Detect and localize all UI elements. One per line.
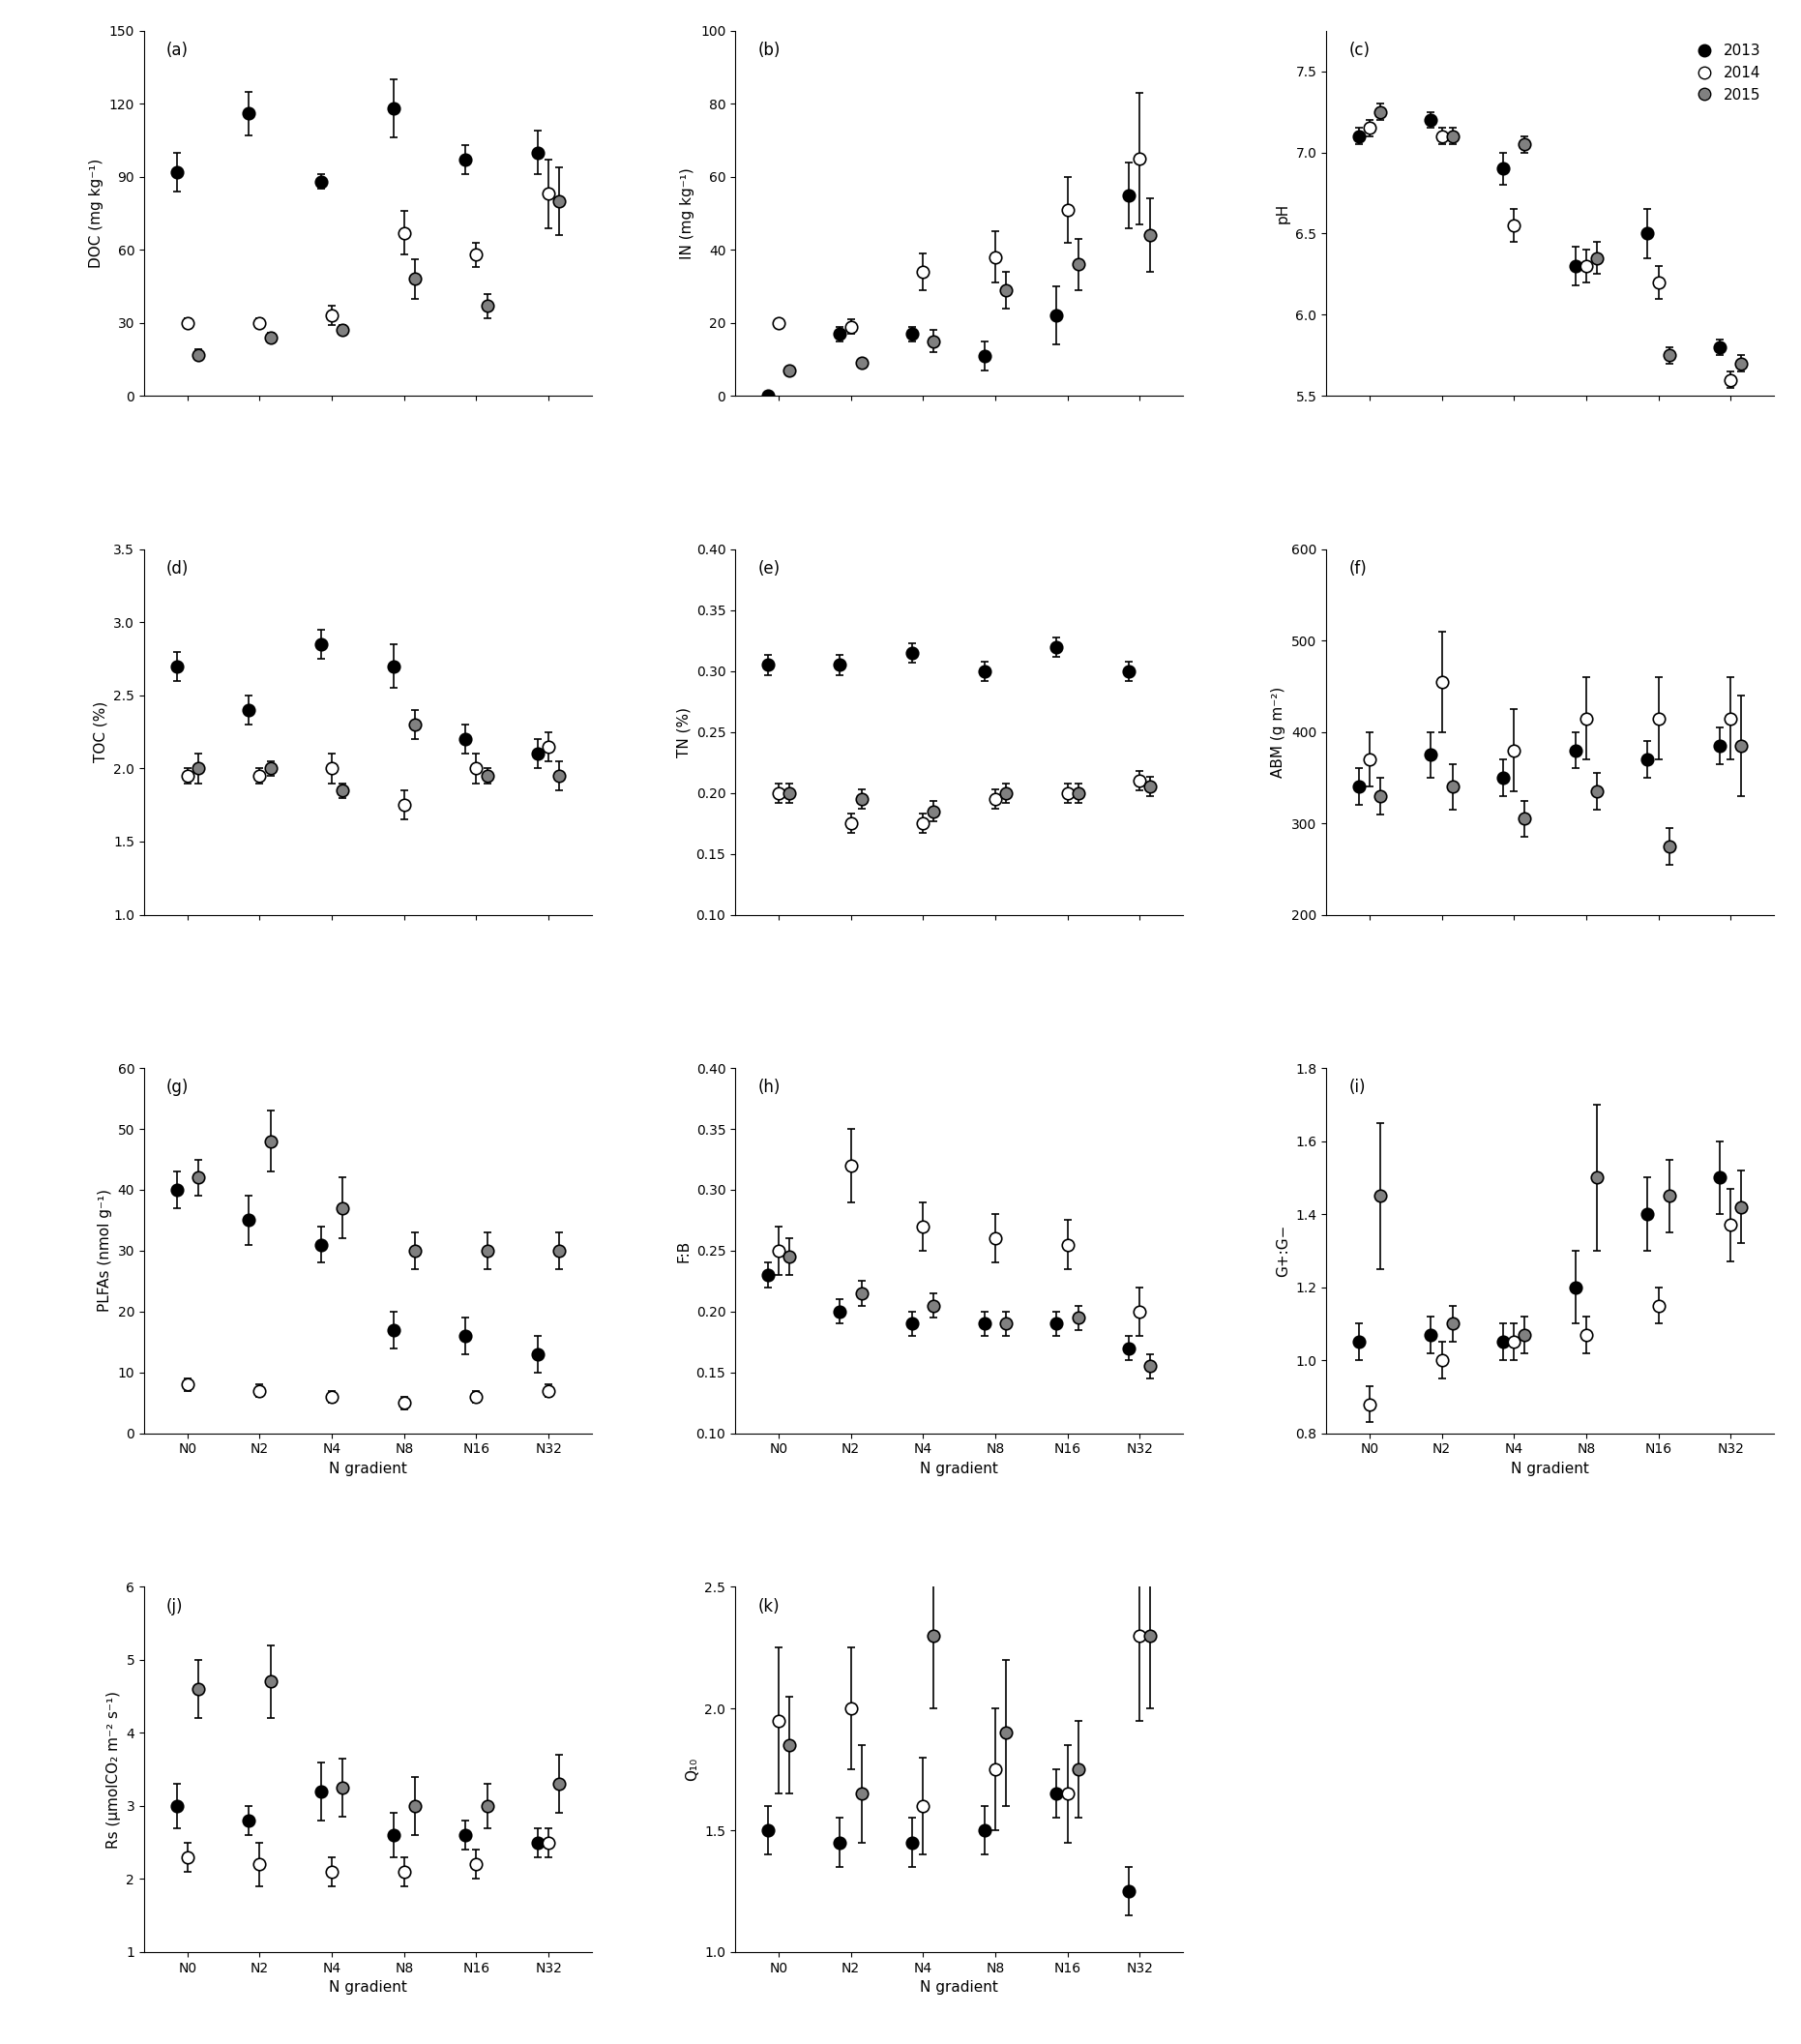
Y-axis label: Q₁₀: Q₁₀ [684, 1758, 699, 1780]
Y-axis label: IN (mg kg⁻¹): IN (mg kg⁻¹) [681, 168, 695, 260]
Text: (d): (d) [166, 560, 189, 578]
Y-axis label: F:B: F:B [675, 1239, 690, 1261]
Y-axis label: TOC (%): TOC (%) [94, 701, 108, 762]
Y-axis label: pH: pH [1275, 202, 1290, 223]
X-axis label: N gradient: N gradient [330, 1981, 407, 1995]
Y-axis label: PLFAs (nmol g⁻¹): PLFAs (nmol g⁻¹) [97, 1190, 112, 1312]
Text: (e): (e) [758, 560, 780, 578]
X-axis label: N gradient: N gradient [920, 1461, 998, 1476]
X-axis label: N gradient: N gradient [1511, 1461, 1588, 1476]
Text: (h): (h) [758, 1079, 780, 1096]
Y-axis label: Rs (μmolCO₂ m⁻² s⁻¹): Rs (μmolCO₂ m⁻² s⁻¹) [106, 1690, 121, 1848]
Text: (b): (b) [758, 41, 780, 59]
Y-axis label: DOC (mg kg⁻¹): DOC (mg kg⁻¹) [90, 159, 104, 268]
Y-axis label: G+:G−: G+:G− [1275, 1224, 1290, 1278]
X-axis label: N gradient: N gradient [920, 1981, 998, 1995]
Text: (j): (j) [166, 1598, 184, 1615]
Text: (g): (g) [166, 1079, 189, 1096]
Y-axis label: TN (%): TN (%) [675, 707, 690, 756]
X-axis label: N gradient: N gradient [330, 1461, 407, 1476]
Y-axis label: ABM (g m⁻²): ABM (g m⁻²) [1272, 687, 1286, 777]
Text: (f): (f) [1349, 560, 1367, 578]
Text: (i): (i) [1349, 1079, 1365, 1096]
Text: (k): (k) [758, 1598, 780, 1615]
Text: (a): (a) [166, 41, 189, 59]
Legend: 2013, 2014, 2015: 2013, 2014, 2015 [1684, 39, 1767, 108]
Text: (c): (c) [1349, 41, 1371, 59]
